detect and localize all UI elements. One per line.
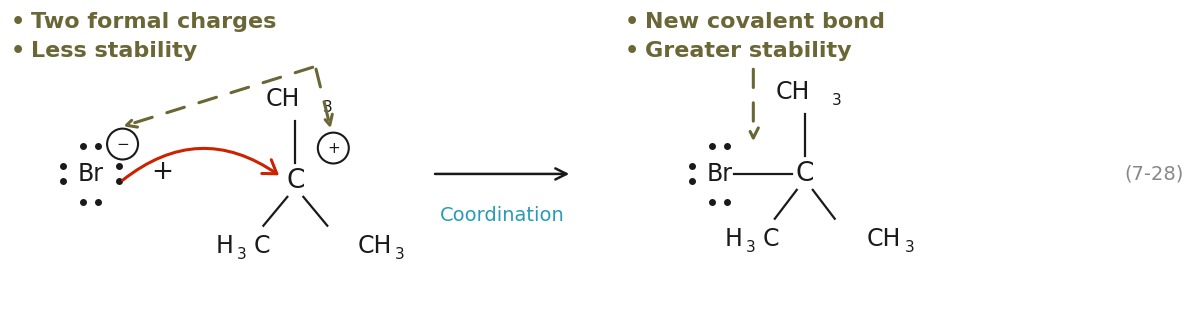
Text: +: + [327,141,339,155]
Text: Br: Br [77,162,103,186]
Text: 3: 3 [237,247,247,262]
Text: CH: CH [776,80,810,104]
Text: Coordination: Coordination [440,206,564,225]
Text: CH: CH [357,234,392,258]
Text: −: − [117,137,129,152]
Text: New covalent bond: New covalent bond [645,12,885,32]
Text: Greater stability: Greater stability [645,41,852,62]
Text: 3: 3 [905,240,914,255]
Text: C: C [763,227,780,251]
Text: 3: 3 [831,93,841,108]
Text: CH: CH [266,87,301,111]
Text: H: H [215,234,233,258]
Text: Two formal charges: Two formal charges [30,12,275,32]
Text: 3: 3 [746,240,755,255]
Text: C: C [286,168,304,194]
Text: Br: Br [707,162,733,186]
Text: •: • [11,41,25,62]
Text: CH: CH [866,227,901,251]
Text: C: C [795,161,814,187]
Text: Less stability: Less stability [30,41,197,62]
Text: C: C [253,234,269,258]
Text: H: H [725,227,742,251]
Text: •: • [626,12,639,32]
Text: (7-28): (7-28) [1125,164,1184,183]
Text: 3: 3 [322,100,332,115]
Text: •: • [626,41,639,62]
Text: •: • [11,12,25,32]
Text: 3: 3 [396,247,405,262]
FancyArrowPatch shape [123,149,277,180]
Text: +: + [152,159,173,185]
